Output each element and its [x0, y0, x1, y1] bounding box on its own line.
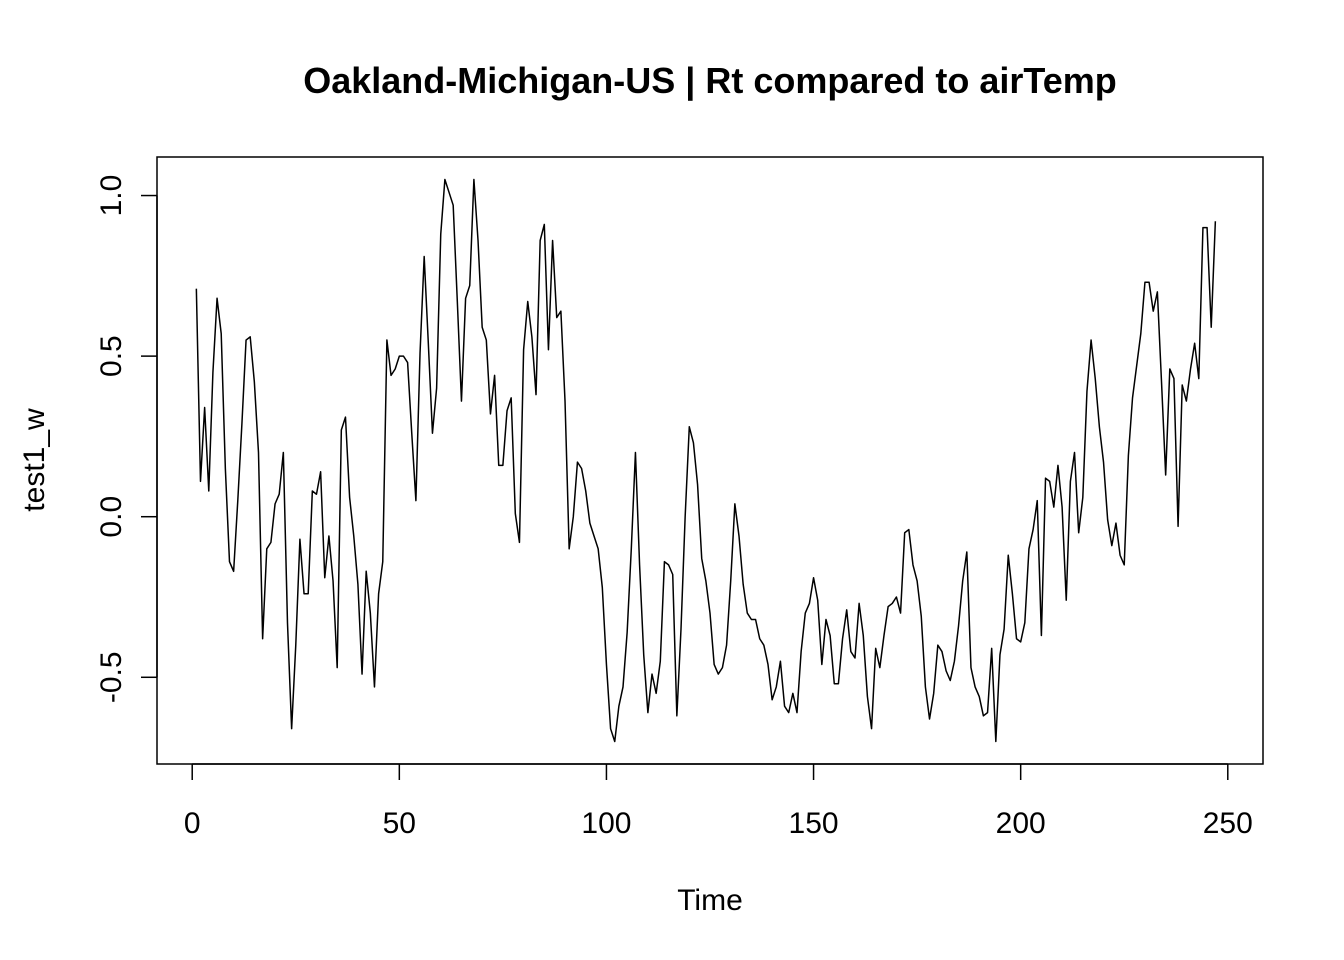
x-tick-label: 200 [996, 807, 1046, 840]
x-axis-label: Time [677, 884, 743, 917]
series-line-test1-w [195, 178, 1217, 743]
y-tick-label: 0.5 [95, 335, 128, 377]
y-axis: -0.5 0.0 0.5 1.0 [95, 175, 158, 703]
chart-title: Oakland-Michigan-US | Rt compared to air… [303, 60, 1117, 102]
x-tick-label: 150 [789, 807, 839, 840]
y-tick-label: -0.5 [95, 651, 128, 703]
plot-frame [156, 156, 1264, 765]
x-tick-label: 100 [581, 807, 631, 840]
y-tick-label: 0.0 [95, 496, 128, 538]
x-tick-label: 50 [383, 807, 416, 840]
y-tick-label: 1.0 [95, 175, 128, 217]
x-tick-label: 250 [1203, 807, 1253, 840]
x-tick-label: 0 [184, 807, 201, 840]
y-axis-label: test1_w [18, 408, 51, 512]
x-axis: 0 50 100 150 200 250 [184, 763, 1253, 840]
